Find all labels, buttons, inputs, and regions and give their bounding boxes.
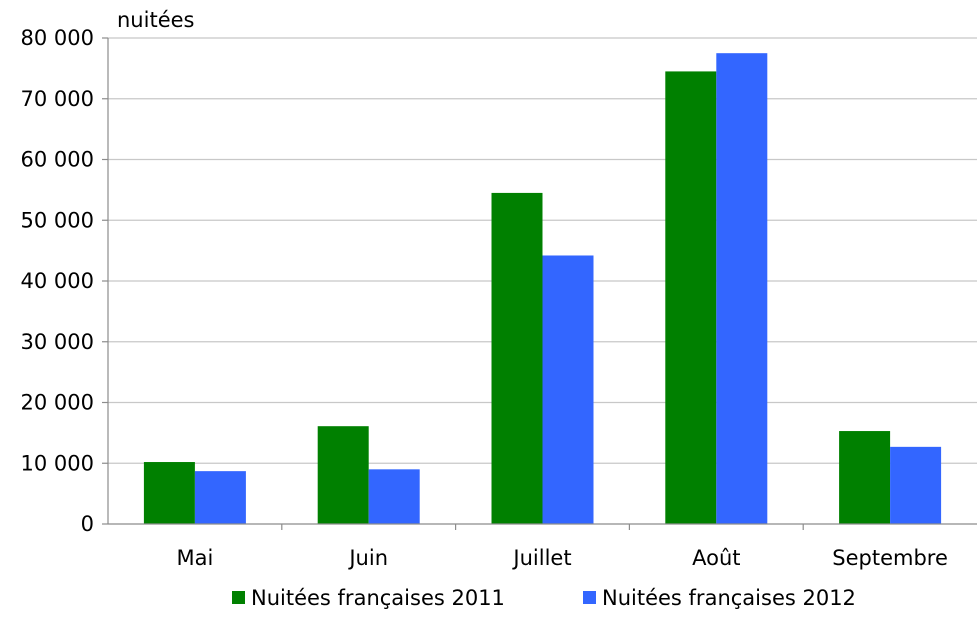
x-category-label: Mai [176, 546, 213, 570]
bar-2011-mai [143, 462, 195, 524]
bar-2012-septembre [890, 446, 942, 524]
bar-2012-juin [368, 469, 420, 524]
y-tick-label: 10 000 [21, 451, 94, 475]
legend: Nuitées françaises 2011 Nuitées française… [232, 586, 856, 610]
x-category-label: Septembre [832, 546, 948, 570]
legend-swatch [232, 591, 245, 604]
y-tick-label: 80 000 [21, 26, 94, 50]
legend-label: Nuitées françaises 2011 [251, 586, 505, 610]
legend-item: Nuitées françaises 2012 [583, 586, 856, 610]
legend-swatch [583, 591, 596, 604]
bar-2012-août [716, 53, 768, 524]
y-tick-label: 50 000 [21, 208, 94, 232]
legend-label: Nuitées françaises 2012 [602, 586, 856, 610]
x-category-label: Juillet [511, 546, 571, 570]
bar-2011-juillet [491, 192, 543, 524]
bar-2011-août [665, 71, 717, 524]
y-tick-label: 60 000 [21, 148, 94, 172]
y-tick-label: 40 000 [21, 269, 94, 293]
bar-2011-septembre [839, 431, 891, 524]
y-tick-label: 20 000 [21, 391, 94, 415]
axes: 0 10 000 20 000 30 000 40 000 50 000 60 000 70 … [21, 26, 977, 570]
bar-2012-juillet [542, 255, 594, 525]
bar-2012-mai [194, 471, 246, 524]
y-tick-label: 70 000 [21, 87, 94, 111]
y-tick-label: 30 000 [21, 330, 94, 354]
bar-2011-juin [317, 426, 369, 524]
bars-group [143, 53, 942, 525]
legend-item: Nuitées françaises 2011 [232, 586, 505, 610]
x-category-label: Août [692, 546, 740, 570]
y-tick-label: 0 [81, 512, 94, 536]
x-category-label: Juin [347, 546, 388, 570]
y-axis-unit-label: nuitées [117, 8, 194, 32]
